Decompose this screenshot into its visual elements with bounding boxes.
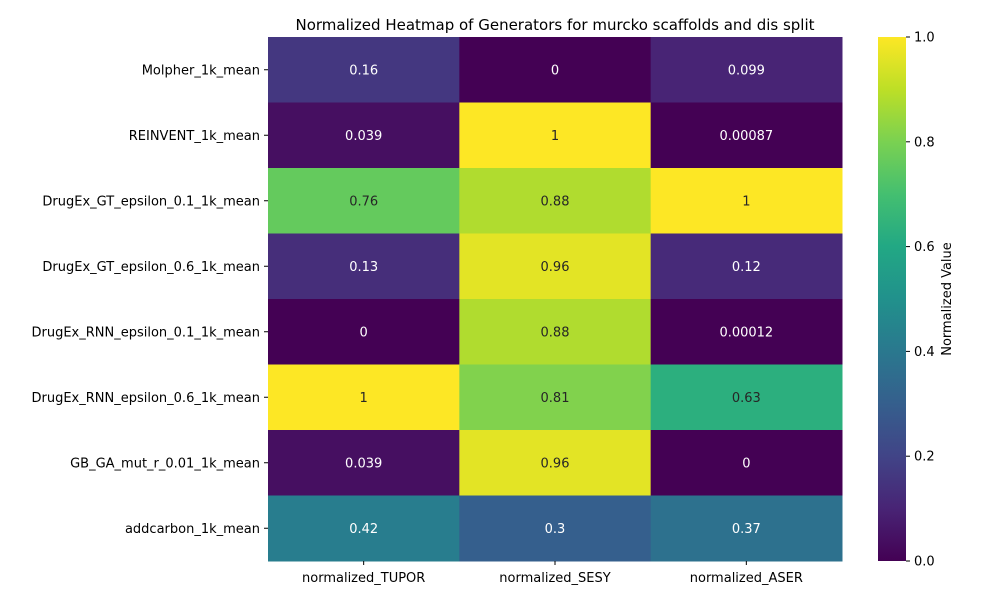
- colorbar-tick-label: 0.0: [914, 555, 935, 570]
- heatmap-cell: [650, 102, 843, 169]
- row-labels: Molpher_1k_mean REINVENT_1k_mean DrugEx_GT…: [31, 63, 268, 537]
- cell-annotation: 0.37: [732, 522, 761, 537]
- heatmap-cell: [268, 430, 460, 496]
- colorbar-tick-label: 0.8: [914, 135, 935, 150]
- cell-annotation: 0.81: [541, 391, 570, 406]
- heatmap-cell: [650, 299, 843, 365]
- colorbar: 0.0 0.2 0.4 0.6 0.8 1.0 Normalized Value: [878, 31, 955, 570]
- cell-annotation: 0.00087: [719, 129, 773, 144]
- row-label: REINVENT_1k_mean: [129, 129, 260, 144]
- heatmap-cell: [459, 168, 652, 234]
- heatmap-cell: [268, 233, 460, 300]
- heatmap-cell: [268, 168, 460, 234]
- row-label: GB_GA_mut_r_0.01_1k_mean: [70, 456, 260, 471]
- cell-annotation: 1: [742, 194, 750, 209]
- heatmap-cell: [650, 168, 843, 234]
- cell-annotation: 0.42: [349, 522, 378, 537]
- heatmap-cell: [268, 364, 460, 431]
- cell-annotation: 0: [742, 456, 750, 471]
- colorbar-gradient: [878, 37, 906, 561]
- heatmap-cell: [459, 233, 652, 300]
- heatmap-cell: [459, 299, 652, 365]
- heatmap-cell: [650, 495, 843, 562]
- cell-annotation: 0.039: [345, 456, 382, 471]
- column-label: normalized_ASER: [690, 571, 803, 586]
- heatmap-cell: [459, 430, 652, 496]
- cell-annotation: 0: [551, 63, 559, 78]
- cell-annotation: 0.039: [345, 129, 382, 144]
- heatmap-cell: [268, 102, 460, 169]
- cell-annotation: 0: [360, 325, 368, 340]
- cell-annotation: 0.3: [545, 522, 566, 537]
- row-label: DrugEx_GT_epsilon_0.1_1k_mean: [42, 194, 260, 209]
- cell-annotation: 0.96: [541, 260, 570, 275]
- cell-annotation: 1: [360, 391, 368, 406]
- row-label: DrugEx_RNN_epsilon_0.1_1k_mean: [31, 325, 260, 340]
- cell-annotation: 0.16: [349, 63, 378, 78]
- heatmap-cell: [650, 233, 843, 300]
- column-label: normalized_SESY: [499, 571, 610, 586]
- colorbar-tick-label: 1.0: [914, 31, 935, 46]
- heatmap-cell: [650, 364, 843, 431]
- cell-annotation: 1: [551, 129, 559, 144]
- heatmap-cell: [459, 364, 652, 431]
- cell-annotation: 0.12: [732, 260, 761, 275]
- cell-annotation: 0.13: [349, 260, 378, 275]
- row-label: DrugEx_RNN_epsilon_0.6_1k_mean: [31, 391, 260, 406]
- chart-title: Normalized Heatmap of Generators for mur…: [295, 16, 814, 34]
- cell-annotation: 0.88: [541, 194, 570, 209]
- heatmap-cell: [459, 102, 652, 169]
- colorbar-label: Normalized Value: [940, 242, 955, 356]
- cell-annotation: 0.88: [541, 325, 570, 340]
- column-labels: normalized_TUPOR normalized_SESY normalize…: [302, 561, 803, 586]
- column-label: normalized_TUPOR: [302, 571, 425, 586]
- colorbar-tick-label: 0.6: [914, 240, 935, 255]
- heatmap-cell: [268, 37, 460, 103]
- row-label: Molpher_1k_mean: [142, 63, 260, 78]
- cell-annotation: 0.76: [349, 194, 378, 209]
- heatmap-cells: 0.16 0 0.099 0.039 1 0.00087 0.76 0.88 1 0.13 0.96…: [268, 37, 843, 562]
- row-label: DrugEx_GT_epsilon_0.6_1k_mean: [42, 260, 260, 275]
- heatmap-cell: [459, 37, 652, 103]
- heatmap-cell: [268, 495, 460, 562]
- cell-annotation: 0.00012: [719, 325, 773, 340]
- heatmap-cell: [650, 430, 843, 496]
- heatmap-cell: [268, 299, 460, 365]
- heatmap-cell: [459, 495, 652, 562]
- row-label: addcarbon_1k_mean: [125, 522, 260, 537]
- cell-annotation: 0.96: [541, 456, 570, 471]
- colorbar-tick-label: 0.2: [914, 450, 935, 465]
- colorbar-tick-label: 0.4: [914, 345, 935, 360]
- cell-annotation: 0.099: [728, 63, 765, 78]
- cell-annotation: 0.63: [732, 391, 761, 406]
- heatmap-cell: [650, 37, 843, 103]
